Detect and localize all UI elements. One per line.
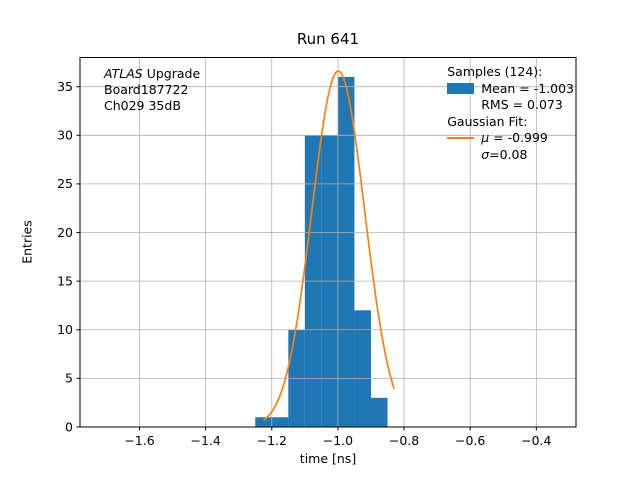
x-tick-label: −0.4 — [521, 433, 551, 448]
gaussian-fit-curve — [263, 70, 395, 422]
histogram-bar — [255, 417, 272, 427]
histogram-bar — [271, 417, 289, 427]
legend-label: Mean = -1.003 — [481, 80, 574, 96]
legend: Samples (124): Mean = -1.003 RMS = 0.073 Ga… — [447, 64, 574, 163]
y-axis-label: Entries — [19, 220, 35, 264]
legend-label: Samples (124): — [447, 64, 543, 79]
annotation-line1-rest: Upgrade — [142, 66, 201, 81]
legend-label: Gaussian Fit: — [447, 113, 528, 129]
y-tick-label: 15 — [57, 273, 73, 288]
annotation-line3: Ch029 35dB — [104, 98, 181, 113]
annotation-line2: Board187722 — [104, 82, 189, 97]
x-tick-label: −1.4 — [190, 433, 220, 448]
y-tick-label: 20 — [57, 225, 73, 240]
x-tick-label: −0.8 — [389, 433, 419, 448]
y-tick-label: 25 — [57, 176, 73, 191]
x-tick-label: −1.2 — [257, 433, 287, 448]
chart-title: Run 641 — [296, 30, 360, 48]
legend-label: σ=0.08 — [481, 146, 528, 162]
legend-row: RMS = 0.073 — [447, 97, 574, 114]
legend-handle — [447, 83, 475, 95]
legend-histogram-swatch — [447, 83, 475, 95]
legend-gaussian-line-swatch — [447, 137, 475, 140]
axes-border — [79, 57, 577, 428]
histogram-bar — [354, 310, 371, 427]
legend-row: μ = -0.999 — [447, 130, 574, 147]
legend-row: σ=0.08 — [447, 147, 574, 164]
annotation-atlas: ATLAS — [104, 66, 143, 81]
legend-label-greek: μ — [481, 130, 490, 145]
y-tick-label: 0 — [65, 419, 73, 434]
legend-row: Mean = -1.003 — [447, 81, 574, 98]
x-tick-label: −0.6 — [455, 433, 485, 448]
y-tick-label: 5 — [65, 371, 73, 386]
legend-label: μ = -0.999 — [481, 130, 548, 145]
annotation-line1: ATLAS Upgrade — [104, 66, 200, 82]
y-tick-label: 30 — [57, 128, 73, 143]
legend-label-greek: σ — [481, 146, 490, 162]
legend-label: RMS = 0.073 — [481, 97, 563, 112]
legend-row: Samples (124): — [447, 64, 574, 81]
annotation-block: ATLAS Upgrade Board187722 Ch029 35dB — [104, 66, 200, 114]
x-axis-label: time [ns] — [299, 451, 357, 466]
legend-handle — [447, 137, 475, 140]
y-tick-label: 10 — [57, 322, 73, 337]
y-tick-label: 35 — [57, 79, 73, 94]
legend-row: Gaussian Fit: — [447, 114, 574, 131]
x-tick-label: −1.0 — [323, 433, 353, 448]
histogram-bar — [337, 76, 355, 427]
x-tick-label: −1.6 — [124, 433, 154, 448]
histogram-bar — [370, 397, 388, 427]
